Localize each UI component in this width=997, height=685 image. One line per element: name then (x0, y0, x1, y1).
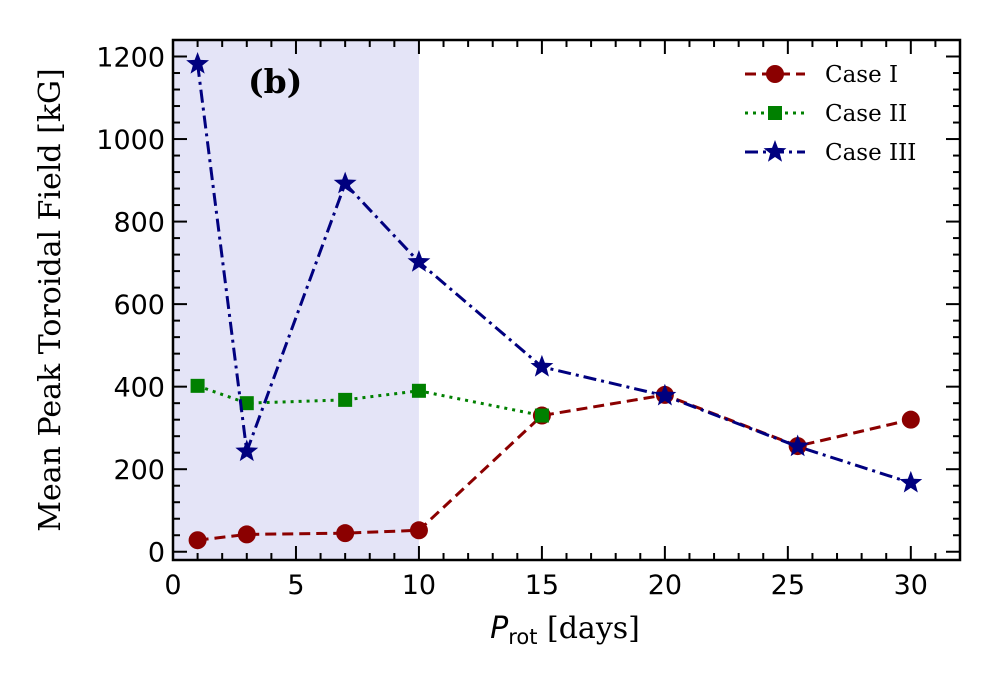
data-point (530, 354, 554, 377)
data-point (239, 396, 254, 411)
legend-label: Case III (825, 140, 916, 166)
data-point (534, 408, 549, 423)
x-axis-label-subscript: rot (508, 625, 537, 649)
data-point (235, 439, 259, 462)
y-tick-labels: 0 200 400 600 800 1000 1200 (96, 43, 165, 569)
legend-marker (766, 65, 784, 83)
x-tick-label: 25 (771, 570, 805, 601)
x-tick-label: 0 (164, 570, 181, 601)
legend-label: Case II (825, 101, 907, 127)
y-tick-label: 1000 (96, 125, 165, 156)
y-tick-label: 400 (113, 373, 165, 404)
x-tick-label: 20 (648, 570, 682, 601)
data-point (336, 524, 355, 543)
legend-item: Case II (745, 101, 907, 127)
series-case-ii (190, 378, 549, 423)
y-tick-label: 1200 (96, 43, 165, 74)
y-axis-label: Mean Peak Toroidal Field [kG] (33, 68, 68, 531)
data-point (186, 51, 210, 74)
y-tick-label: 200 (113, 455, 165, 486)
x-tick-label: 15 (525, 570, 559, 601)
legend-item: Case III (745, 140, 916, 166)
data-point (338, 392, 353, 407)
x-tick-label: 10 (402, 570, 436, 601)
data-point (786, 434, 810, 457)
data-point (188, 531, 207, 550)
data-point (899, 470, 923, 493)
legend-marker (768, 106, 782, 120)
legend-item: Case I (745, 62, 898, 88)
x-axis-label: Prot [days] (490, 611, 640, 649)
x-tick-label: 30 (894, 570, 928, 601)
y-tick-label: 800 (113, 208, 165, 239)
data-point (653, 383, 677, 406)
data-point (407, 250, 431, 272)
x-axis-label-main: P (490, 611, 509, 646)
legend-label: Case I (825, 62, 898, 88)
series-line (197, 384, 543, 418)
plot-frame (171, 38, 962, 562)
legend: Case I Case II Case III (745, 62, 916, 166)
series-layer (186, 51, 923, 550)
shaded-region (173, 40, 419, 560)
legend-marker (763, 140, 787, 162)
y-tick-label: 0 (148, 538, 165, 569)
x-tick-label: 5 (287, 570, 304, 601)
data-point (901, 410, 920, 429)
x-axis-label-suffix: [days] (537, 611, 639, 646)
y-tick-label: 600 (113, 290, 165, 321)
series-line (196, 63, 912, 485)
data-point (333, 171, 357, 194)
data-point (190, 378, 205, 393)
series-case-iii (186, 51, 923, 493)
data-point (237, 525, 256, 544)
data-point (411, 383, 426, 398)
data-point (409, 521, 428, 540)
x-tick-labels: 0 5 10 15 20 25 30 (164, 570, 928, 601)
panel-label: (b) (248, 62, 302, 101)
